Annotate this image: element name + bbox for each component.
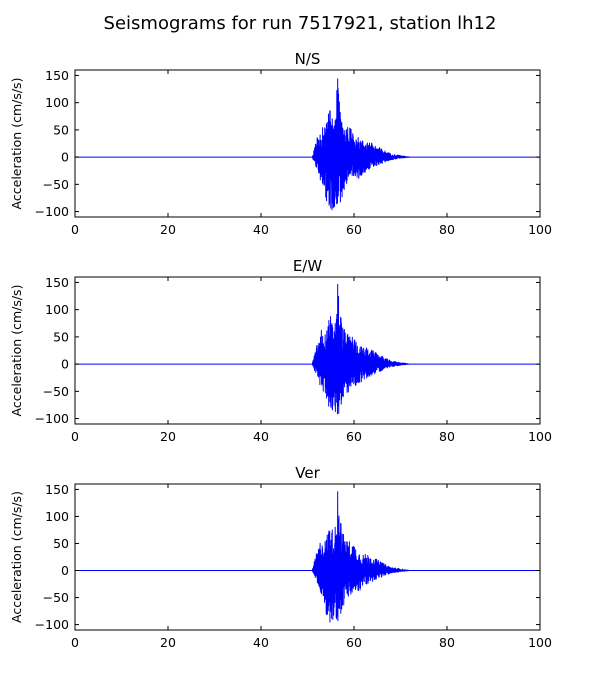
y-tick-label: 150: [45, 275, 69, 290]
subplot-ver: Ver Acceleration (cm/s/s) 0 20 40 60 80 100 −100…: [9, 464, 552, 650]
subplot-ew: E/W Acceleration (cm/s/s) 0 20 40 60 80 100 −100…: [9, 257, 552, 444]
y-tick-label: 0: [61, 357, 69, 372]
x-tick-label: 0: [71, 222, 79, 237]
x-tick-label: 60: [346, 429, 362, 444]
x-tick-label: 100: [528, 222, 552, 237]
y-tick-label: 100: [45, 95, 69, 110]
subplot-ns: N/S Acceleration (cm/s/s) 0 20 40 60 80 100 −100…: [9, 50, 552, 237]
x-tick-label: 80: [439, 635, 455, 650]
waveform-trace-ver: [75, 491, 540, 623]
x-tick-label: 20: [160, 635, 176, 650]
x-tick-label: 0: [71, 429, 79, 444]
x-tick-label: 80: [439, 429, 455, 444]
y-axis-label-ew: Acceleration (cm/s/s): [9, 285, 24, 417]
axes-frame-ver: [74, 483, 541, 631]
subplot-title-ns: N/S: [295, 50, 321, 68]
y-axis-label-ns: Acceleration (cm/s/s): [9, 78, 24, 210]
x-tick-label: 60: [346, 635, 362, 650]
subplot-title-ew: E/W: [293, 257, 323, 275]
y-tick-label: −50: [43, 590, 69, 605]
waveform-trace-ew: [75, 283, 540, 415]
x-tick-label: 40: [253, 635, 269, 650]
y-tick-label: 50: [53, 329, 69, 344]
x-tick-label: 60: [346, 222, 362, 237]
y-tick-label: 0: [61, 563, 69, 578]
y-tick-label: 50: [53, 122, 69, 137]
axes-frame-ns: [74, 69, 541, 218]
y-tick-label: 50: [53, 536, 69, 551]
subplot-title-ver: Ver: [295, 464, 320, 482]
x-tick-label: 20: [160, 222, 176, 237]
y-tick-label: 100: [45, 509, 69, 524]
y-tick-label: −100: [35, 204, 69, 219]
axes-frame-ew: [74, 276, 541, 425]
x-tick-label: 100: [528, 635, 552, 650]
figure-title: Seismograms for run 7517921, station lh1…: [104, 13, 497, 34]
y-tick-label: 100: [45, 302, 69, 317]
waveform-trace-ns: [75, 78, 540, 211]
x-tick-label: 80: [439, 222, 455, 237]
x-tick-label: 0: [71, 635, 79, 650]
y-tick-label: −50: [43, 177, 69, 192]
x-tick-label: 20: [160, 429, 176, 444]
y-axis-label-ver: Acceleration (cm/s/s): [9, 491, 24, 623]
x-tick-label: 40: [253, 429, 269, 444]
y-tick-label: 0: [61, 150, 69, 165]
x-tick-label: 100: [528, 429, 552, 444]
x-tick-label: 40: [253, 222, 269, 237]
y-tick-label: 150: [45, 482, 69, 497]
y-tick-label: −100: [35, 411, 69, 426]
y-tick-label: −50: [43, 384, 69, 399]
y-tick-label: −100: [35, 617, 69, 632]
y-tick-label: 150: [45, 68, 69, 83]
